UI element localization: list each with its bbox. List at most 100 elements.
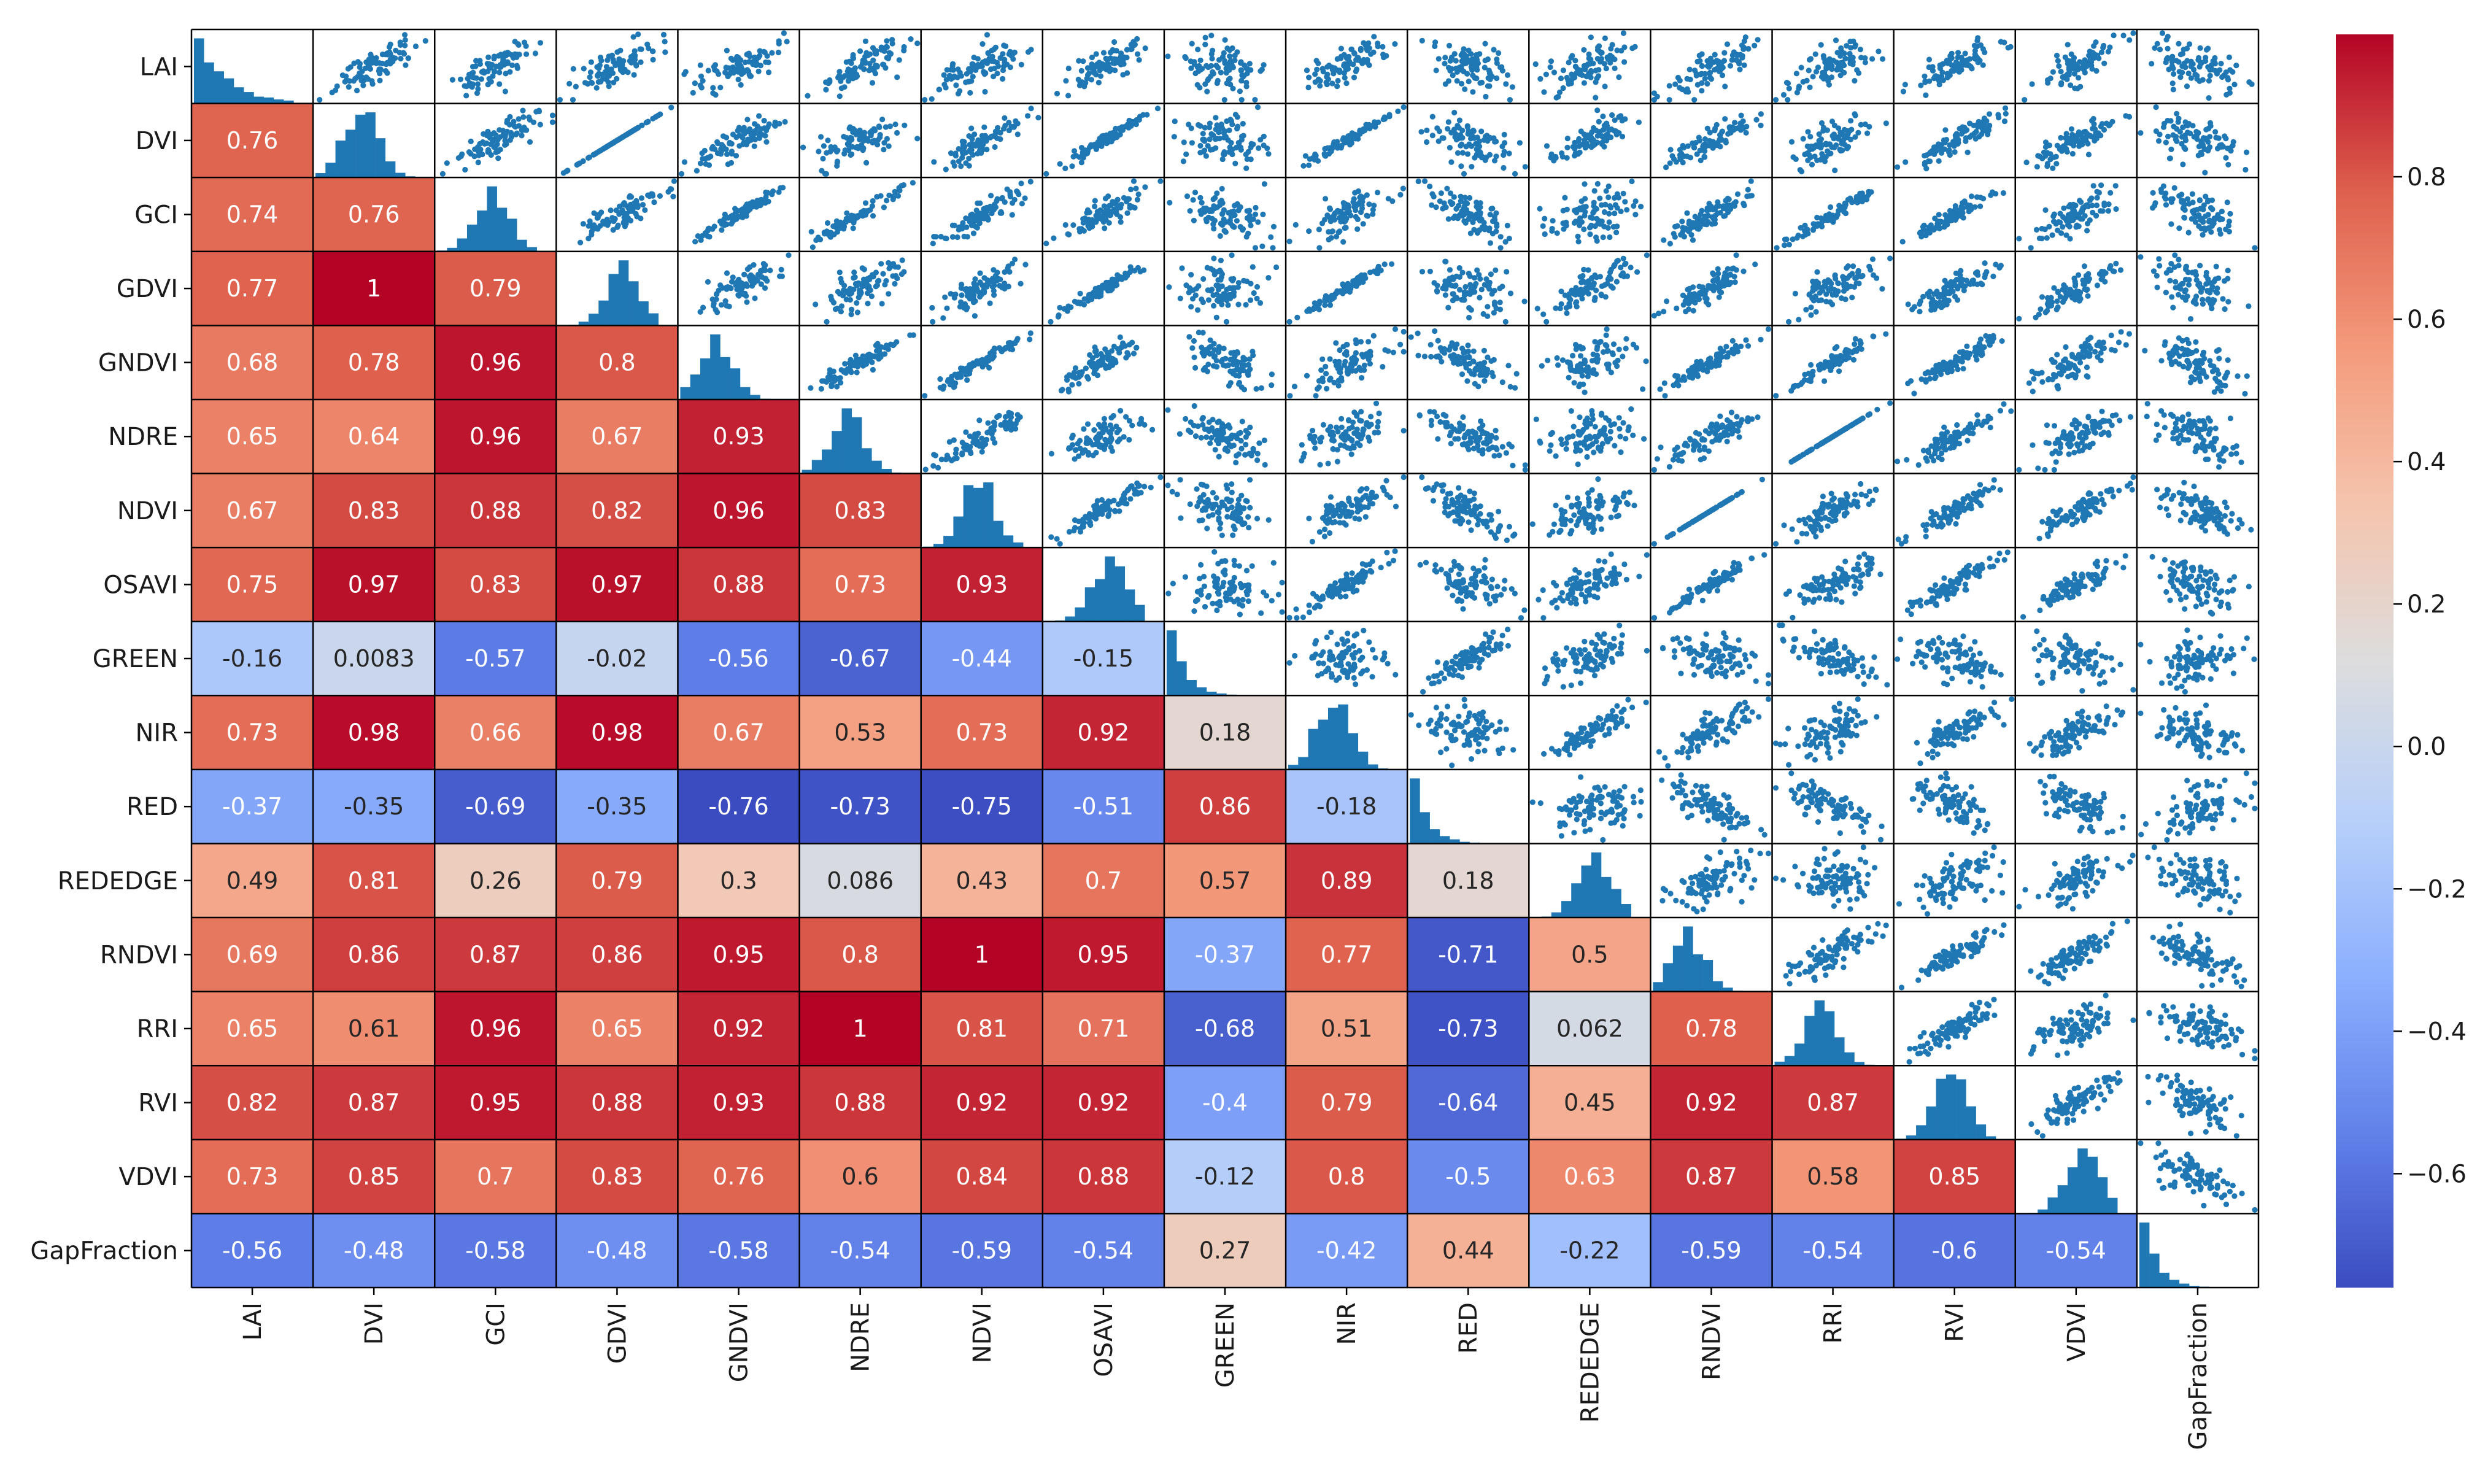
scatter-point — [1973, 128, 1979, 135]
scatter-point — [994, 135, 1000, 141]
scatter-point — [1321, 151, 1327, 157]
scatter-point — [1594, 107, 1601, 114]
scatter-point — [1702, 215, 1709, 222]
scatter-point — [1472, 74, 1478, 80]
scatter-point — [505, 50, 511, 56]
scatter-point — [875, 278, 881, 284]
scatter-point — [1485, 56, 1491, 63]
scatter-point — [1597, 195, 1603, 201]
scatter-point — [1304, 68, 1310, 74]
scatter-point — [1708, 203, 1714, 209]
scatter-point — [2060, 224, 2066, 230]
scatter-point — [2046, 142, 2053, 149]
scatter-point — [1265, 275, 1272, 281]
scatter-point — [956, 226, 962, 233]
scatter-point — [1056, 312, 1062, 319]
scatter-point — [1381, 261, 1388, 268]
scatter-point — [1200, 131, 1206, 137]
scatter-point — [1011, 196, 1018, 203]
scatter-point — [1937, 144, 1944, 150]
scatter-point — [1959, 209, 1965, 215]
scatter-point — [2076, 75, 2082, 81]
scatter-point — [1057, 304, 1063, 311]
scatter-point — [521, 125, 527, 131]
scatter-point — [722, 69, 728, 75]
scatter-point — [1820, 128, 1826, 134]
scatter-point — [1833, 37, 1839, 44]
scatter-point — [363, 59, 369, 65]
scatter-point — [516, 52, 522, 58]
scatter-point — [1189, 140, 1195, 146]
scatter-point — [1718, 136, 1724, 142]
scatter-point — [690, 90, 696, 96]
scatter-point — [493, 132, 499, 139]
scatter-point — [614, 49, 620, 55]
scatter-point — [639, 202, 646, 208]
scatter-point — [1815, 221, 1821, 227]
scatter-point — [1314, 66, 1320, 72]
scatter-point — [2098, 208, 2104, 214]
scatter-point — [1207, 208, 1213, 215]
scatter-point — [2163, 139, 2169, 145]
scatter-point — [850, 52, 856, 58]
scatter-point — [1321, 217, 1328, 223]
scatter-point — [1395, 108, 1401, 114]
scatter-point — [2071, 140, 2077, 146]
scatter-point — [1989, 189, 1995, 195]
scatter-point — [1602, 35, 1608, 41]
scatter-point — [2227, 67, 2233, 73]
scatter-point — [851, 269, 857, 276]
scatter-point — [1562, 195, 1568, 201]
scatter-point — [1121, 61, 1127, 67]
scatter-LAI-GDVI — [557, 31, 668, 103]
scatter-point — [1110, 199, 1116, 205]
scatter-point — [1900, 88, 1906, 95]
scatter-point — [403, 62, 409, 68]
scatter-point — [1583, 285, 1589, 291]
scatter-point — [1265, 151, 1272, 157]
histogram-bar — [263, 97, 274, 104]
scatter-point — [709, 296, 716, 303]
scatter-point — [1859, 190, 1865, 196]
scatter-point — [856, 295, 862, 301]
scatter-point — [2217, 226, 2223, 233]
scatter-point — [2209, 206, 2216, 212]
scatter-point — [1848, 118, 1854, 124]
scatter-point — [1461, 46, 1467, 52]
scatter-point — [650, 56, 656, 63]
histogram-bar — [648, 313, 659, 326]
scatter-point — [2077, 215, 2084, 222]
scatter-point — [1813, 69, 1820, 75]
scatter-point — [762, 262, 768, 268]
scatter-point — [854, 309, 860, 315]
scatter-point — [2163, 60, 2169, 66]
scatter-point — [1482, 157, 1488, 163]
scatter-point — [2188, 63, 2194, 69]
scatter-point — [1942, 139, 1948, 145]
scatter-point — [901, 269, 907, 275]
scatter-point — [2094, 195, 2100, 201]
scatter-point — [1458, 142, 1464, 149]
scatter-point — [1142, 45, 1148, 52]
scatter-point — [1956, 63, 1962, 69]
scatter-point — [1895, 164, 1901, 170]
scatter-point — [943, 85, 949, 91]
scatter-point — [1752, 261, 1758, 268]
scatter-point — [1487, 71, 1493, 77]
histogram-bar — [273, 99, 284, 104]
scatter-point — [1419, 269, 1426, 275]
scatter-point — [1718, 289, 1725, 296]
scatter-point — [865, 52, 871, 58]
scatter-point — [1504, 222, 1510, 229]
scatter-point — [617, 65, 624, 71]
scatter-point — [670, 193, 676, 199]
scatter-point — [2055, 219, 2061, 225]
scatter-point — [970, 74, 976, 80]
scatter-point — [1556, 89, 1563, 95]
scatter-point — [1488, 271, 1494, 277]
scatter-point — [1722, 83, 1728, 90]
scatter-point — [2225, 161, 2231, 168]
scatter-point — [2022, 97, 2028, 103]
heatmap-value-GDVI-GCI: 0.79 — [469, 275, 522, 302]
scatter-point — [1487, 212, 1493, 218]
